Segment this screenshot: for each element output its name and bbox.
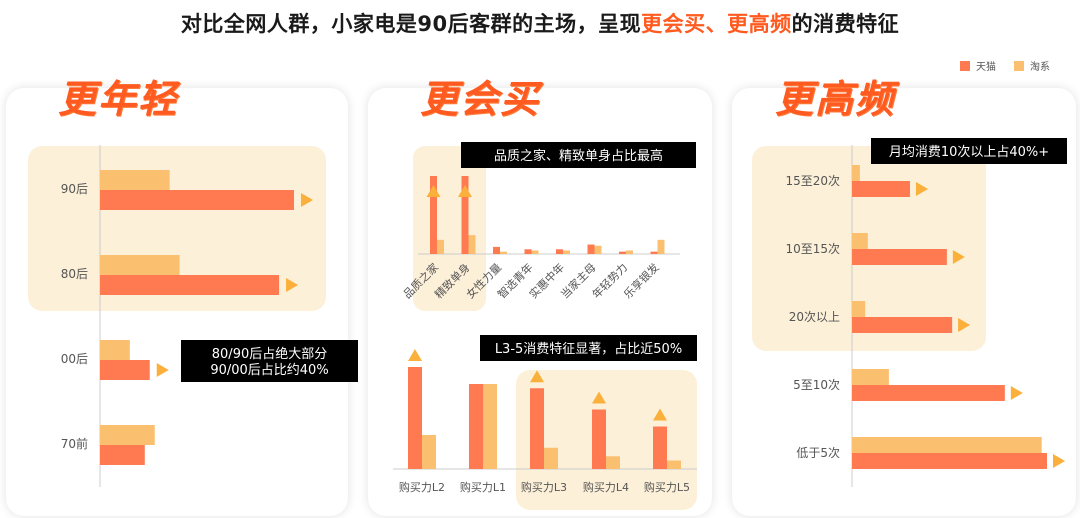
age-tick-label: 00后 <box>61 352 88 366</box>
age-callout-text: 90/00后占比约40% <box>210 363 328 378</box>
chart-legend: 天猫 淘系 <box>960 58 1050 73</box>
freq-arrow <box>958 318 971 332</box>
legend-item-tmall: 天猫 <box>960 58 996 73</box>
persona-bar-taobao <box>594 245 602 254</box>
freq-bar-taobao <box>852 233 868 249</box>
power-callout-text: L3-5消费特征显著，占比近50% <box>495 342 682 357</box>
age-bar-tmall <box>100 360 150 380</box>
age-arrow <box>301 193 313 207</box>
power-tick-label: 购买力L4 <box>583 480 629 494</box>
power-bar-tmall <box>653 426 667 469</box>
freq-arrow <box>1053 454 1065 468</box>
persona-bar-tmall <box>587 244 595 254</box>
persona-bar-taobao <box>657 239 665 254</box>
power-bar-taobao <box>422 435 436 469</box>
persona-bar-taobao <box>626 250 633 254</box>
freq-arrow <box>952 250 965 264</box>
freq-bar-taobao <box>852 301 866 317</box>
age-bar-taobao <box>100 425 155 445</box>
persona-bar-tmall <box>619 251 626 254</box>
age-callout-box <box>181 340 358 382</box>
age-callout-text: 80/90后占绝大部分 <box>212 346 327 362</box>
freq-tick-label: 低于5次 <box>796 446 840 460</box>
persona-bar-tmall <box>493 246 500 254</box>
power-bar-tmall <box>469 384 483 469</box>
persona-tick-label: 乐享银发 <box>621 260 662 301</box>
power-bar-taobao <box>483 384 497 469</box>
power-bar-tmall <box>408 367 422 469</box>
power-arrow <box>530 370 544 383</box>
freq-bar-tmall <box>852 385 1005 401</box>
freq-tick-label: 20次以上 <box>789 310 840 324</box>
freq-arrow <box>915 182 928 196</box>
age-arrow <box>156 363 169 377</box>
freq-bar-tmall <box>852 249 947 265</box>
power-arrow <box>408 349 422 361</box>
power-bar-tmall <box>530 388 544 469</box>
freq-tick-label: 15至20次 <box>785 174 840 188</box>
persona-bar-taobao <box>531 250 539 254</box>
freq-bar-tmall <box>852 453 1047 469</box>
power-bar-tmall <box>592 409 606 469</box>
freq-bar-taobao <box>852 437 1042 453</box>
age-tick-label: 70前 <box>61 436 88 451</box>
persona-bar-taobao <box>563 250 570 254</box>
age-bar-taobao <box>100 340 130 360</box>
age-bar-tmall <box>100 445 145 465</box>
power-highlight-area <box>516 370 697 510</box>
persona-bar-tmall <box>461 176 469 254</box>
power-tick-label: 购买力L3 <box>521 480 567 494</box>
persona-callout-text: 品质之家、精致单身占比最高 <box>494 148 663 164</box>
freq-callout-text: 月均消费10次以上占40%+ <box>889 144 1049 160</box>
persona-arrow <box>458 185 472 197</box>
freq-bar-tmall <box>852 181 910 197</box>
persona-arrow <box>426 185 441 197</box>
power-tick-label: 购买力L5 <box>644 480 690 494</box>
power-bar-taobao <box>606 456 620 469</box>
age-bar-tmall <box>100 190 294 210</box>
age-bar-tmall <box>100 275 280 295</box>
persona-callout-box <box>461 142 696 168</box>
persona-bar-taobao <box>437 239 444 254</box>
persona-bar-taobao <box>468 235 476 254</box>
page-title: 对比全网人群，小家电是90后客群的主场，呈现更会买、更高频的消费特征 <box>180 12 900 36</box>
power-bar-taobao <box>667 460 681 469</box>
heading-younger: 更年轻 <box>58 77 179 121</box>
persona-bar-tmall <box>524 249 532 254</box>
freq-bar-tmall <box>852 317 953 333</box>
power-arrow <box>653 408 667 421</box>
freq-arrow <box>1010 386 1023 400</box>
age-tick-label: 90后 <box>61 182 88 196</box>
age-tick-label: 80后 <box>61 267 88 281</box>
freq-highlight-area <box>752 146 986 351</box>
persona-bar-tmall <box>556 249 563 254</box>
power-arrow <box>592 391 606 404</box>
freq-tick-label: 5至10次 <box>793 378 840 392</box>
power-tick-label: 购买力L1 <box>460 480 506 494</box>
freq-tick-label: 10至15次 <box>785 242 840 256</box>
age-bar-taobao <box>100 170 170 190</box>
heading-higher-frequency: 更高频 <box>775 77 896 121</box>
power-callout-box <box>480 335 697 361</box>
age-bar-taobao <box>100 255 180 275</box>
persona-bar-tmall <box>430 176 437 254</box>
freq-callout-box <box>871 138 1067 164</box>
persona-bar-tmall <box>650 251 658 254</box>
power-tick-label: 购买力L2 <box>399 480 445 494</box>
freq-bar-taobao <box>852 369 889 385</box>
heading-smarter-buying: 更会买 <box>420 77 541 121</box>
age-arrow <box>286 278 299 292</box>
power-bar-taobao <box>544 447 558 469</box>
persona-bar-taobao <box>500 251 507 254</box>
legend-item-taobao: 淘系 <box>1014 58 1050 73</box>
freq-bar-taobao <box>852 165 860 181</box>
